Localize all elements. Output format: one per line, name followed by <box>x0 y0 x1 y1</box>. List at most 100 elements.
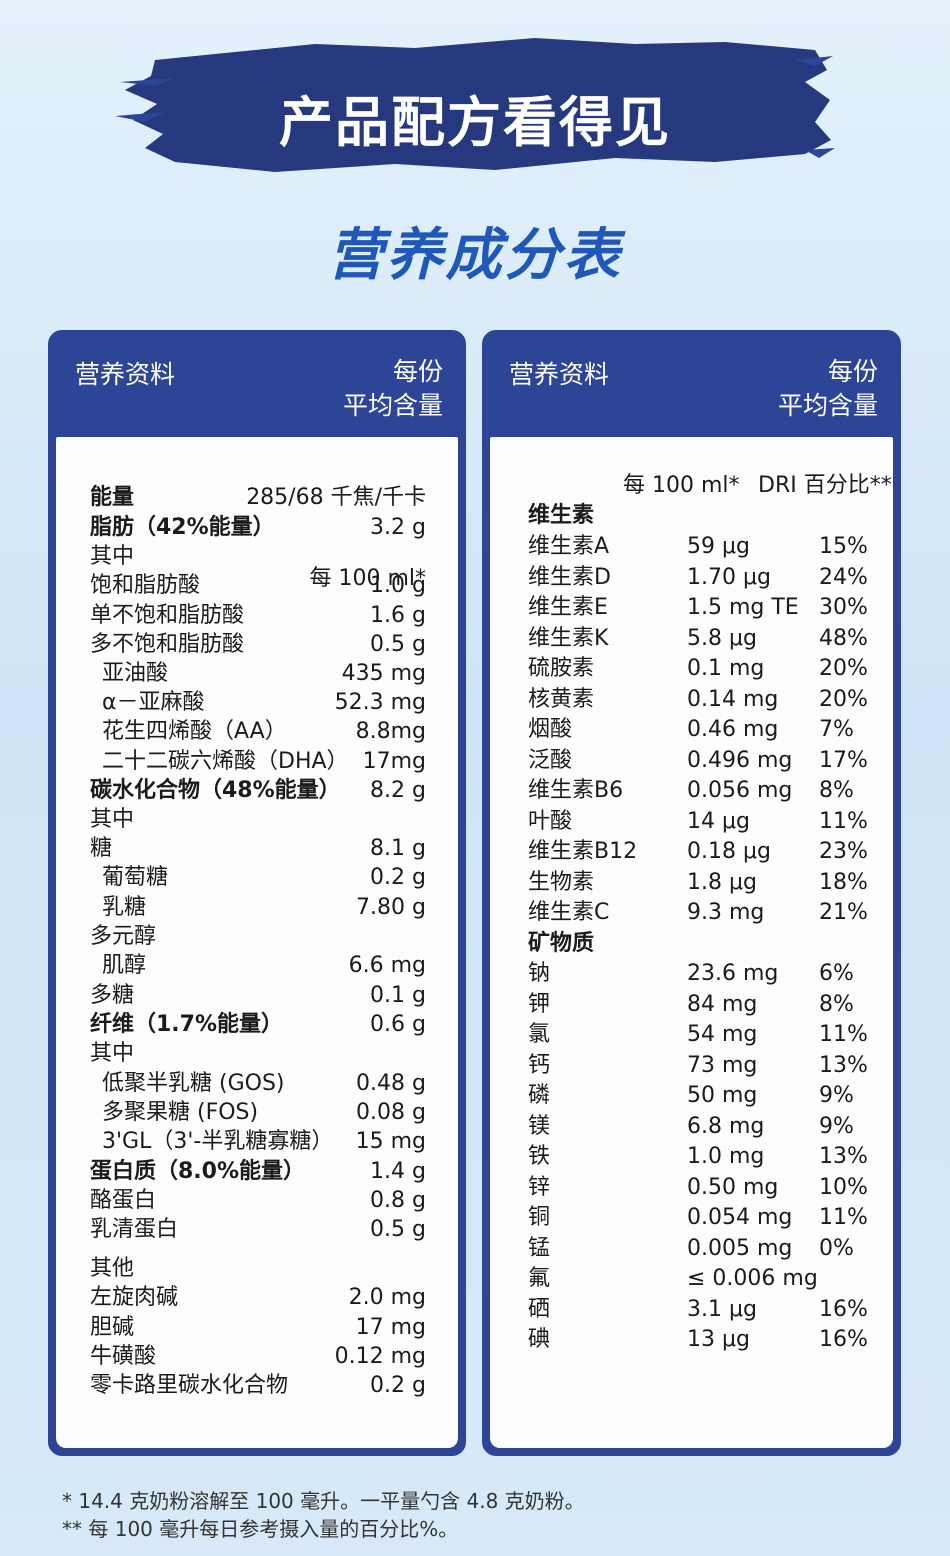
nutrient-name: 多元醇 <box>90 924 157 949</box>
nutrient-value: 8.2 g <box>370 778 426 803</box>
nutrient-name: 乳糖 <box>102 895 147 920</box>
nutrient-value: 6.6 mg <box>348 953 426 978</box>
dri-percent: 16% <box>819 1296 868 1322</box>
nutrient-name: 碘 <box>528 1327 551 1352</box>
nutrient-name: 叶酸 <box>528 808 573 834</box>
nutrient-name: 钠 <box>528 961 551 986</box>
nutrient-amount: 0.18 μg <box>687 839 771 864</box>
nutrient-value: 0.2 g <box>370 865 426 890</box>
nutrient-name: 蛋白质（8.0%能量） <box>90 1159 306 1184</box>
minerals-heading: 矿物质 <box>528 930 595 956</box>
dri-percent: 16% <box>819 1327 868 1352</box>
nutrient-name: 泛酸 <box>528 747 573 773</box>
nutrient-value: 0.5 g <box>370 632 426 657</box>
nutrient-name: 生物素 <box>528 869 595 895</box>
panel-header-label: 营养资料 <box>509 360 610 389</box>
nutrient-amount: 5.8 μg <box>687 625 757 651</box>
nutrient-amount: 59 μg <box>687 534 750 559</box>
nutrient-amount: 0.1 mg <box>687 656 765 681</box>
nutrient-amount: 84 mg <box>687 991 758 1017</box>
nutrient-name: 氯 <box>528 1022 551 1047</box>
nutrient-name: 糖 <box>90 836 113 861</box>
nutrient-name: 牛磺酸 <box>90 1344 157 1369</box>
nutrient-name: 乳清蛋白 <box>90 1217 179 1242</box>
dri-percent: 11% <box>819 1205 868 1230</box>
nutrient-amount: 13 μg <box>687 1327 750 1352</box>
dri-percent: 23% <box>819 839 868 864</box>
nutrient-value: 1.4 g <box>370 1159 426 1184</box>
nutrient-name: 钙 <box>528 1052 551 1078</box>
nutrient-amount: 0.14 mg <box>687 686 779 712</box>
nutrient-amount: 1.0 mg <box>687 1144 765 1169</box>
nutrient-name: 硫胺素 <box>528 656 595 681</box>
nutrition-panel-right: 营养资料 每份 平均含量 每 100 ml* DRI 百分比** 维生素 矿物质… <box>482 330 901 1456</box>
dri-percent: 11% <box>819 808 868 834</box>
nutrient-name: 单不饱和脂肪酸 <box>90 603 245 628</box>
footnote-dri: ** 每 100 毫升每日参考摄入量的百分比%。 <box>62 1517 459 1541</box>
dri-percent: 0% <box>819 1235 854 1261</box>
nutrient-amount: 0.496 mg <box>687 747 793 773</box>
nutrient-name: 胆碱 <box>90 1315 135 1340</box>
nutrient-amount: 0.056 mg <box>687 778 793 803</box>
dri-percent: 24% <box>819 564 868 590</box>
nutrient-value: 0.1 g <box>370 983 426 1008</box>
nutrient-value: 17mg <box>362 749 426 774</box>
panel-header-amount: 每份 平均含量 <box>778 355 878 423</box>
nutrient-name: 烟酸 <box>528 717 573 742</box>
banner-title: 产品配方看得见 <box>279 91 671 154</box>
panel-body: 每 100 ml* 能量 285/68 千焦/千卡 脂肪（42%能量） 3.2 g 其中… <box>56 437 458 1448</box>
nutrient-amount: 14 μg <box>687 808 750 834</box>
nutrient-name: 亚油酸 <box>102 661 169 686</box>
brush-stroke-background <box>115 38 835 172</box>
header-per-serving: 每份 <box>392 357 443 386</box>
nutrient-name: 维生素B12 <box>528 839 638 864</box>
nutrient-name: 维生素B6 <box>528 778 624 803</box>
nutrient-amount: 23.6 mg <box>687 961 779 986</box>
nutrient-name: 3'GL（3'-半乳糖寡糖） <box>102 1129 334 1154</box>
nutrient-name: 多不饱和脂肪酸 <box>90 632 245 657</box>
dri-percent: 8% <box>819 991 854 1017</box>
dri-percent: 8% <box>819 778 854 803</box>
nutrient-name: 花生四烯酸（AA） <box>102 719 287 744</box>
nutrient-name: 铁 <box>528 1144 551 1169</box>
header-average-content: 平均含量 <box>342 391 443 420</box>
nutrient-name: 其中 <box>90 1041 135 1066</box>
nutrient-name: 锌 <box>528 1174 551 1200</box>
nutrient-value: 0.08 g <box>356 1100 426 1125</box>
footnote-serving: * 14.4 克奶粉溶解至 100 毫升。一平量勺含 4.8 克奶粉。 <box>62 1489 585 1513</box>
nutrient-name: 多糖 <box>90 983 135 1008</box>
nutrient-value: 0.48 g <box>356 1071 426 1096</box>
nutrient-name: 维生素A <box>528 534 610 559</box>
nutrient-value: 8.8mg <box>355 719 426 744</box>
nutrient-name: 多聚果糖 (FOS) <box>102 1100 259 1125</box>
nutrient-name: 酪蛋白 <box>90 1188 157 1213</box>
nutrient-name: 核黄素 <box>528 686 595 712</box>
nutrient-name: 其他 <box>90 1256 135 1281</box>
nutrient-amount: 3.1 μg <box>687 1296 757 1322</box>
dri-percent: 18% <box>819 869 868 895</box>
nutrient-name: 锰 <box>528 1235 551 1261</box>
dri-percent: 15% <box>819 534 868 559</box>
dri-header: DRI 百分比** <box>758 473 892 498</box>
nutrient-value: 0.5 g <box>370 1217 426 1242</box>
nutrient-value: 3.2 g <box>370 515 426 540</box>
nutrient-value: 7.80 g <box>356 895 426 920</box>
nutrition-panel-left: 营养资料 每份 平均含量 每 100 ml* 能量 285/68 千焦/千卡 脂肪（… <box>48 330 466 1456</box>
dri-percent: 13% <box>819 1144 868 1169</box>
nutrient-value: 17 mg <box>355 1315 426 1340</box>
dri-percent: 7% <box>819 717 854 742</box>
nutrient-value: 2.0 mg <box>348 1285 426 1310</box>
header-per-serving: 每份 <box>827 357 878 386</box>
dri-percent: 11% <box>819 1022 868 1047</box>
nutrient-amount: 73 mg <box>687 1052 758 1078</box>
nutrient-amount: 1.8 μg <box>687 869 757 895</box>
nutrient-name: 低聚半乳糖 (GOS) <box>102 1071 285 1096</box>
nutrient-amount: 0.50 mg <box>687 1174 779 1200</box>
nutrient-name: 镁 <box>528 1113 551 1139</box>
unit-header: 每 100 ml* <box>309 566 426 591</box>
panel-header: 营养资料 每份 平均含量 <box>485 333 898 437</box>
panel-header-amount: 每份 平均含量 <box>343 355 443 423</box>
nutrient-name: 能量 <box>90 485 135 510</box>
nutrient-name: 硒 <box>528 1296 551 1322</box>
nutrient-amount: ≤ 0.006 mg <box>687 1266 818 1291</box>
